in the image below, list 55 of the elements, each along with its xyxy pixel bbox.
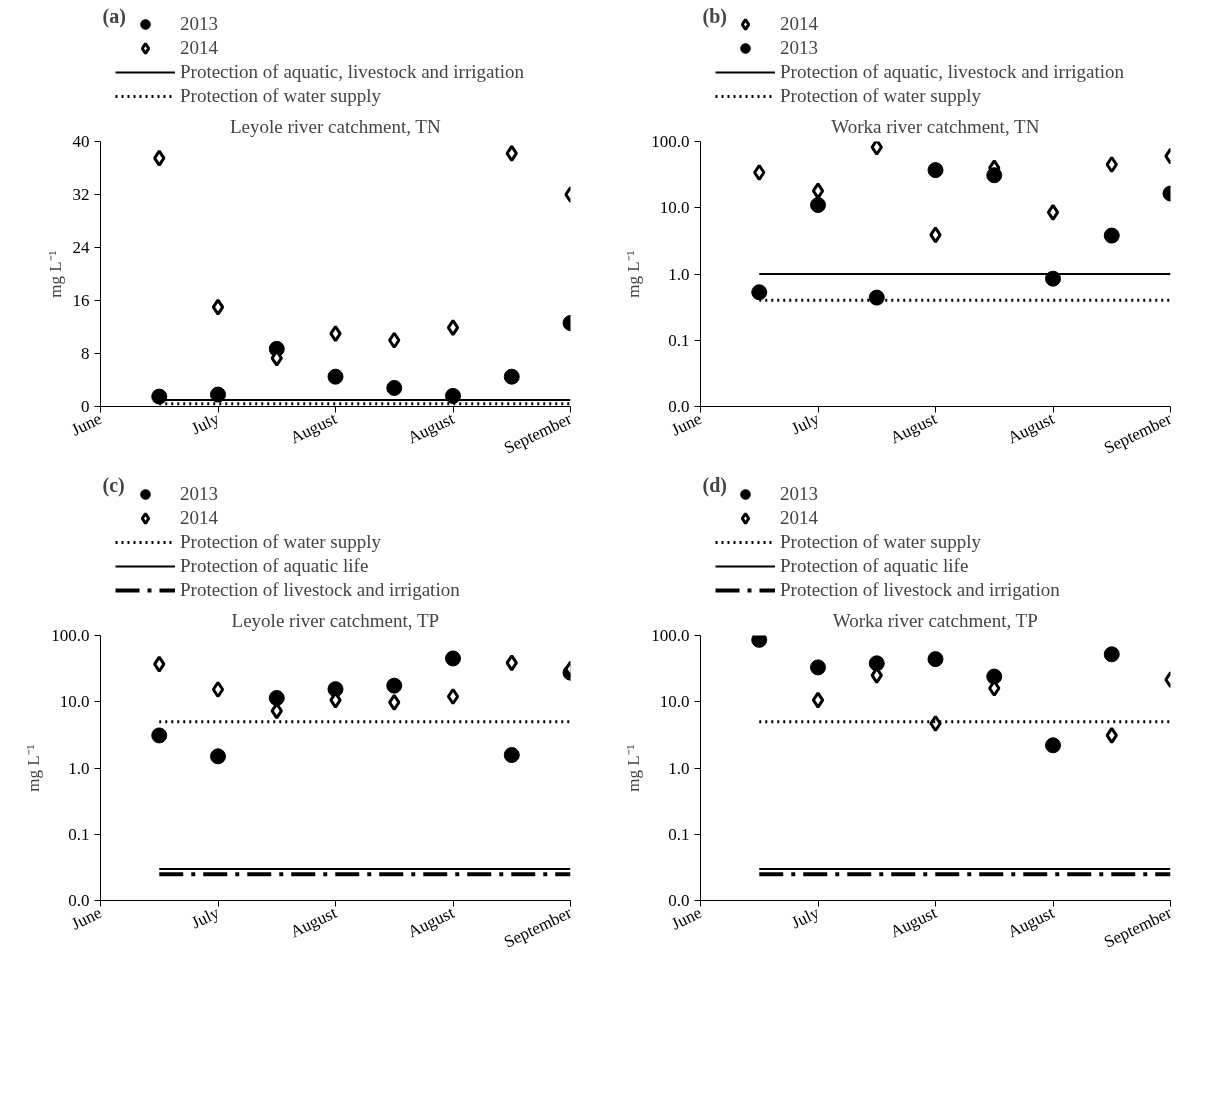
y-tick-label: 0.1 [68,824,90,844]
x-tick-label: July [188,902,223,933]
legend-label: 2013 [180,12,218,36]
legend-label: Protection of livestock and irrigation [780,578,1060,602]
legend-label: Protection of aquatic, livestock and irrigation [780,60,1125,84]
y-tick-label: 16 [72,291,90,310]
legend-label: 2013 [180,482,218,506]
y-tick-label: 0.1 [668,824,690,844]
y-tick-label: 0.1 [668,330,690,350]
legend-label: Protection of livestock and irrigation [180,578,460,602]
y-tick-label: 0.0 [68,891,90,910]
legend-label: 2014 [180,506,218,530]
x-tick-label: July [788,902,823,933]
y-tick-label: 0 [81,397,90,416]
y-tick-label: 0.0 [668,397,690,416]
y-tick-label: 10.0 [659,692,690,712]
legend-label: Protection of aquatic life [180,554,369,578]
chart-title: Worka river catchment, TN [831,115,1040,137]
y-tick-label: 24 [72,238,90,257]
legend-label: Protection of water supply [780,530,982,554]
y-tick-label: 1.0 [668,758,690,778]
chart-title: Leyole river catchment, TP [231,609,440,631]
x-tick-label: July [188,408,223,439]
y-tick-label: 1.0 [668,264,690,284]
y-tick-label: 40 [72,132,90,151]
text: (c) [102,473,125,497]
text: (b) [702,4,727,28]
y-tick-label: 0.0 [668,891,690,910]
y-axis-title: mg L⁻¹ [624,744,644,792]
legend-label: 2014 [780,506,818,530]
y-axis-title: mg L⁻¹ [624,250,644,298]
y-tick-label: 32 [72,185,90,204]
x-tick-label: July [788,408,823,439]
chart-title: Worka river catchment, TP [832,609,1038,631]
legend-label: Protection of aquatic life [780,554,969,578]
text: (a) [102,4,126,28]
y-tick-label: 100.0 [651,132,690,151]
y-tick-label: 1.0 [68,758,90,778]
legend-label: 2013 [780,36,818,60]
y-tick-label: 100.0 [51,626,90,645]
legend-label: Protection of aquatic, livestock and irrigation [180,60,525,84]
y-axis-title: mg L⁻¹ [24,744,44,792]
legend-label: 2014 [180,36,218,60]
legend-label: Protection of water supply [780,84,982,108]
chart-title: Leyole river catchment, TN [229,115,441,137]
y-axis-title: mg L⁻¹ [45,250,65,298]
legend-label: Protection of water supply [180,530,382,554]
legend-label: 2013 [780,482,818,506]
legend-label: 2014 [780,12,818,36]
y-tick-label: 100.0 [651,626,690,645]
y-tick-label: 8 [81,344,90,363]
text: (d) [702,473,727,497]
y-tick-label: 10.0 [59,692,90,712]
y-tick-label: 10.0 [659,198,690,218]
legend-label: Protection of water supply [180,84,382,108]
